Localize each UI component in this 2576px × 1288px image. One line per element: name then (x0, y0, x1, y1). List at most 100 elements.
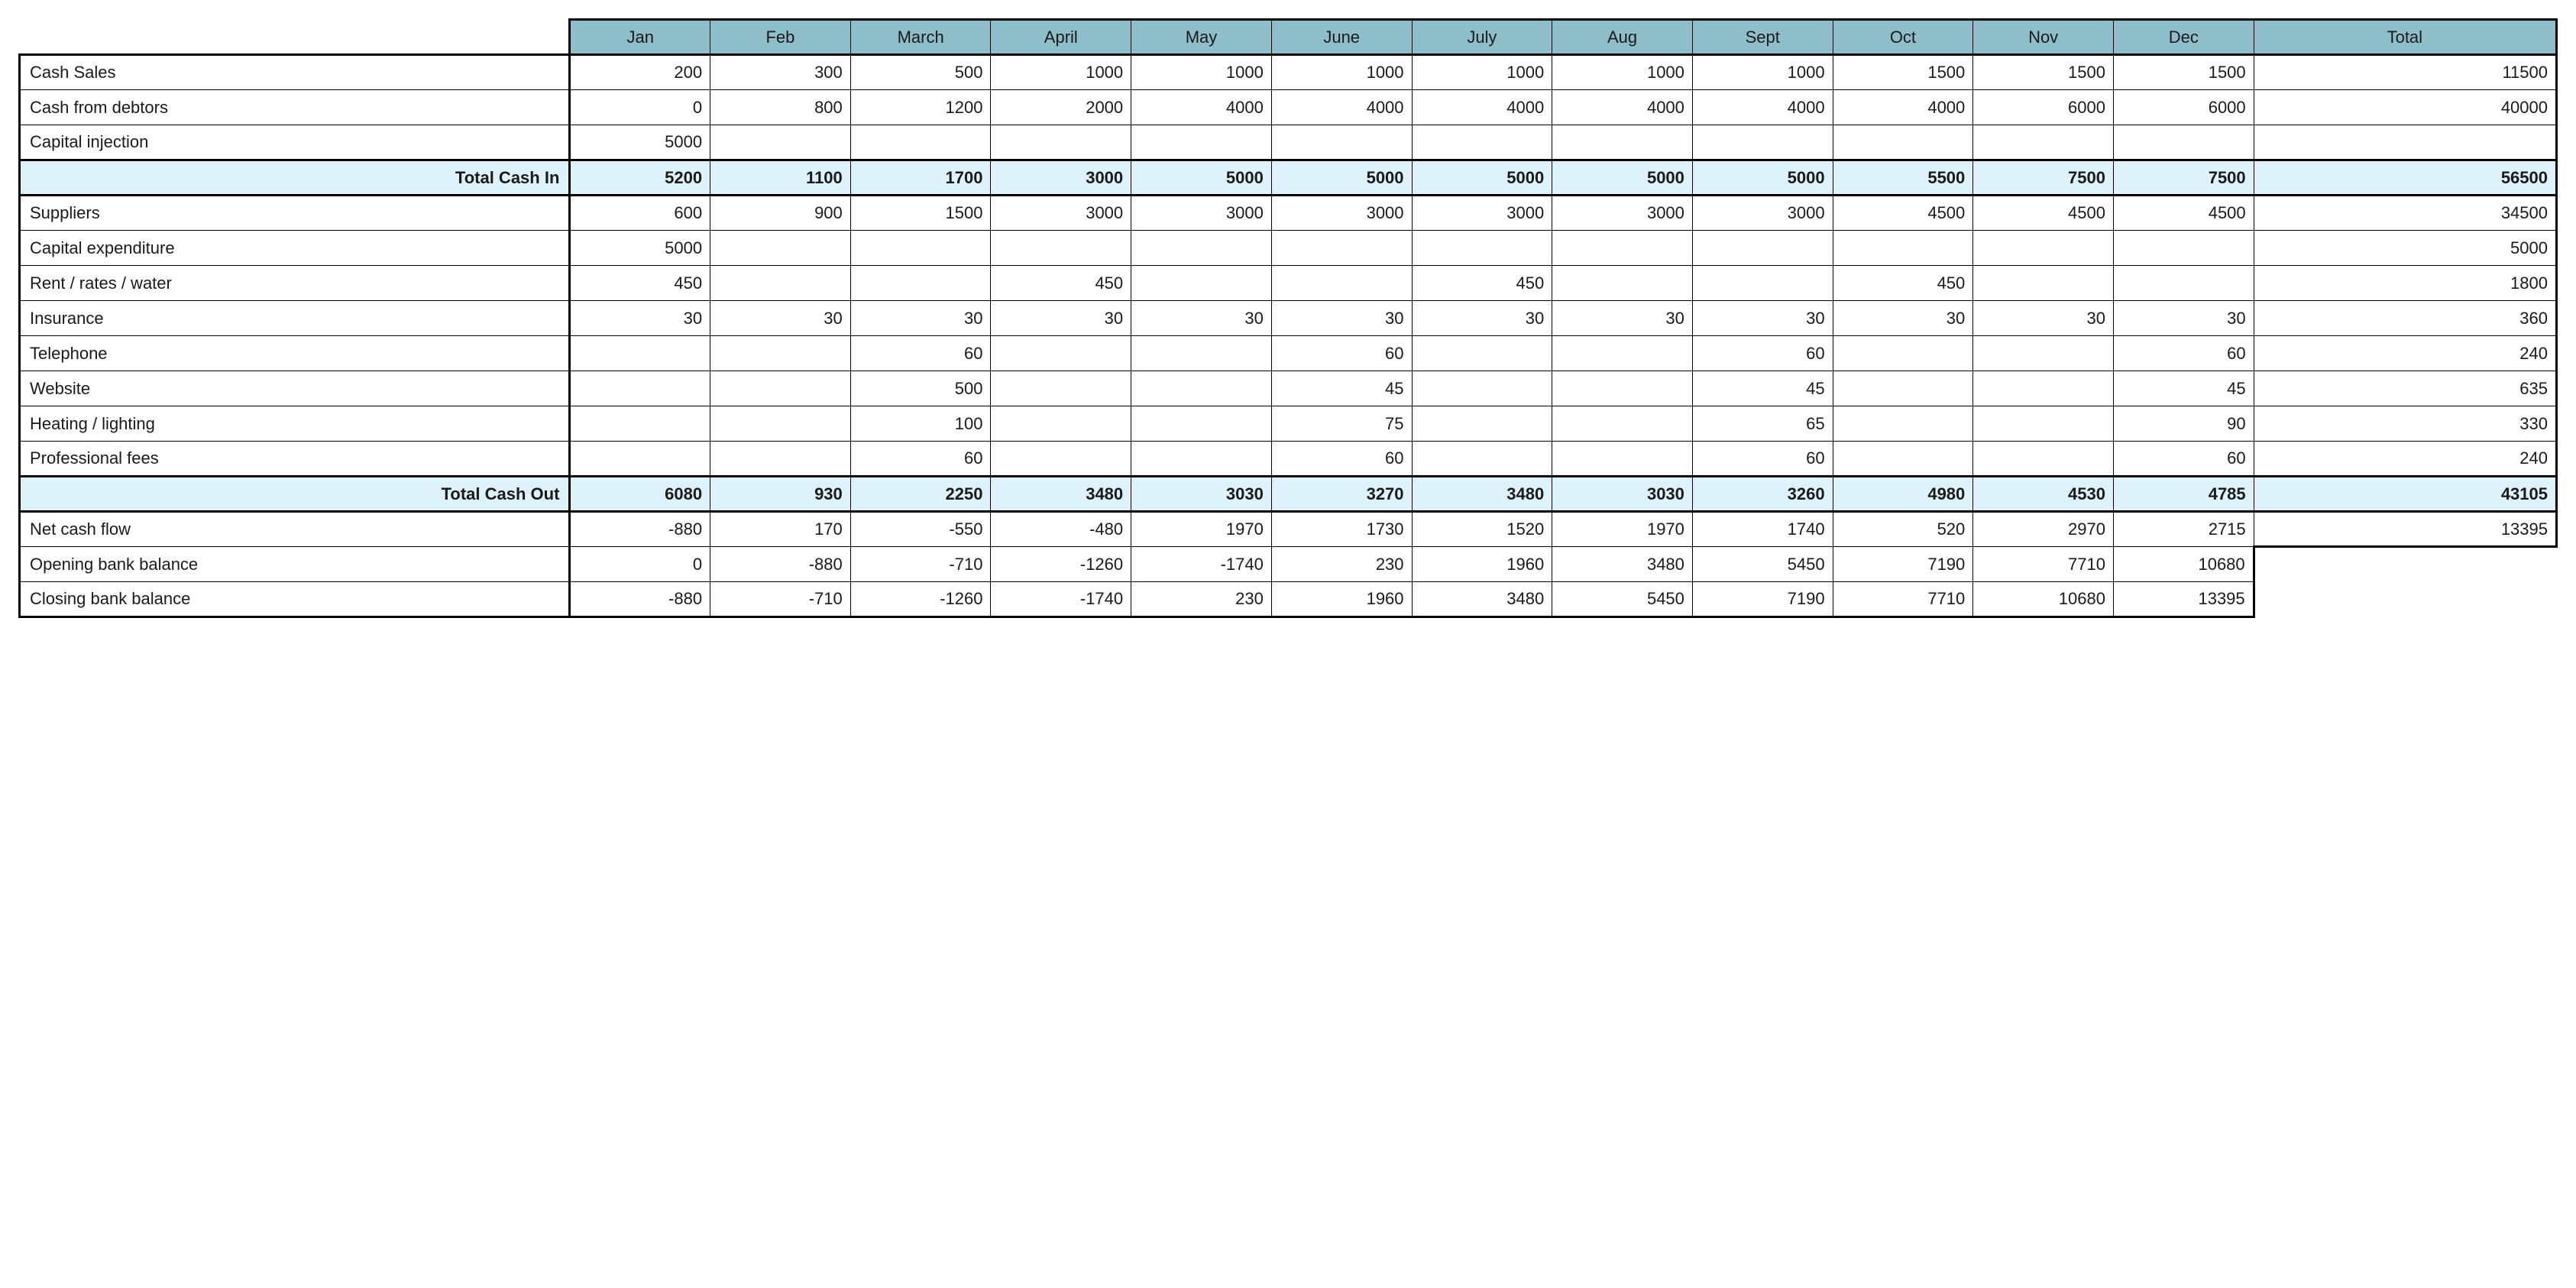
cell: 45 (2113, 371, 2254, 406)
cell: 1500 (1973, 55, 2114, 90)
cell-total: 11500 (2254, 55, 2556, 90)
row-label: Telephone (20, 336, 570, 371)
cell: 0 (570, 90, 710, 125)
cell: 100 (850, 406, 991, 442)
cell: 900 (710, 196, 851, 231)
cell: 230 (1131, 582, 1272, 617)
cell: 3000 (991, 160, 1131, 196)
cell-total: 34500 (2254, 196, 2556, 231)
cell: -1260 (991, 547, 1131, 582)
cell (1833, 336, 1973, 371)
cell-total: 240 (2254, 336, 2556, 371)
row-label: Professional fees (20, 442, 570, 477)
cell (2113, 231, 2254, 266)
cell: 65 (1692, 406, 1833, 442)
cell: 3000 (1552, 196, 1693, 231)
cell: 450 (1833, 266, 1973, 301)
cell: 5200 (570, 160, 710, 196)
cell: 45 (1271, 371, 1412, 406)
cell (1131, 266, 1272, 301)
cell: 2250 (850, 477, 991, 512)
cell (991, 125, 1131, 160)
cell: 4500 (1833, 196, 1973, 231)
table-row: Capital expenditure50005000 (20, 231, 2557, 266)
row-label-subtotal: Total Cash Out (20, 477, 570, 512)
col-header: Nov (1973, 20, 2114, 55)
col-header: May (1131, 20, 1272, 55)
cell: 5000 (570, 125, 710, 160)
cell: 5000 (1692, 160, 1833, 196)
cell: 5450 (1692, 547, 1833, 582)
cell: 10680 (1973, 582, 2114, 617)
cell-total: 635 (2254, 371, 2556, 406)
cell: 450 (1412, 266, 1552, 301)
col-header: March (850, 20, 991, 55)
cell: 4785 (2113, 477, 2254, 512)
cell (710, 266, 851, 301)
cell (1833, 231, 1973, 266)
row-label: Suppliers (20, 196, 570, 231)
row-label: Insurance (20, 301, 570, 336)
cell (1973, 442, 2114, 477)
cell: 7190 (1692, 582, 1833, 617)
cell: -880 (710, 547, 851, 582)
cell (1973, 406, 2114, 442)
col-header: July (1412, 20, 1552, 55)
cell-total: 13395 (2254, 512, 2556, 547)
cell (1131, 406, 1272, 442)
row-label: Cash from debtors (20, 90, 570, 125)
cell (991, 406, 1131, 442)
cell: 450 (570, 266, 710, 301)
cell: 1520 (1412, 512, 1552, 547)
cell: 30 (1552, 301, 1693, 336)
table-row: Suppliers6009001500300030003000300030003… (20, 196, 2557, 231)
cell: 13395 (2113, 582, 2254, 617)
cell: 1700 (850, 160, 991, 196)
table-row: Heating / lighting100756590330 (20, 406, 2557, 442)
cell: 60 (1692, 336, 1833, 371)
cell (1131, 336, 1272, 371)
cell-total: 43105 (2254, 477, 2556, 512)
table-row: Total Cash In520011001700300050005000500… (20, 160, 2557, 196)
cell (991, 442, 1131, 477)
cell (710, 442, 851, 477)
cell (991, 231, 1131, 266)
cell: 30 (2113, 301, 2254, 336)
table-row: Opening bank balance0-880-710-1260-17402… (20, 547, 2557, 582)
cell: 1970 (1552, 512, 1693, 547)
cell (1412, 231, 1552, 266)
cell (710, 125, 851, 160)
corner-cell (20, 20, 570, 55)
cell (1973, 336, 2114, 371)
cell (1833, 442, 1973, 477)
cell (1271, 125, 1412, 160)
row-label: Opening bank balance (20, 547, 570, 582)
cell: 60 (2113, 442, 2254, 477)
cell: 2000 (991, 90, 1131, 125)
cell (2113, 125, 2254, 160)
cell-total: 1800 (2254, 266, 2556, 301)
cell (850, 125, 991, 160)
cell (1412, 371, 1552, 406)
table-row: Closing bank balance-880-710-1260-174023… (20, 582, 2557, 617)
cell: 1200 (850, 90, 991, 125)
cell: 3480 (991, 477, 1131, 512)
cell: 4500 (1973, 196, 2114, 231)
cell: 3260 (1692, 477, 1833, 512)
cell (991, 371, 1131, 406)
cell: 3000 (1692, 196, 1833, 231)
cell (1552, 266, 1693, 301)
cell: 30 (991, 301, 1131, 336)
cell: 4000 (1833, 90, 1973, 125)
cell: 2970 (1973, 512, 2114, 547)
col-header: Oct (1833, 20, 1973, 55)
col-header: Dec (2113, 20, 2254, 55)
cell: 5000 (1412, 160, 1552, 196)
cell: -710 (710, 582, 851, 617)
cell: 0 (570, 547, 710, 582)
table-row: Rent / rates / water4504504504501800 (20, 266, 2557, 301)
cell-total: 240 (2254, 442, 2556, 477)
cell (1552, 125, 1693, 160)
cell: 800 (710, 90, 851, 125)
cell: 1000 (1552, 55, 1693, 90)
